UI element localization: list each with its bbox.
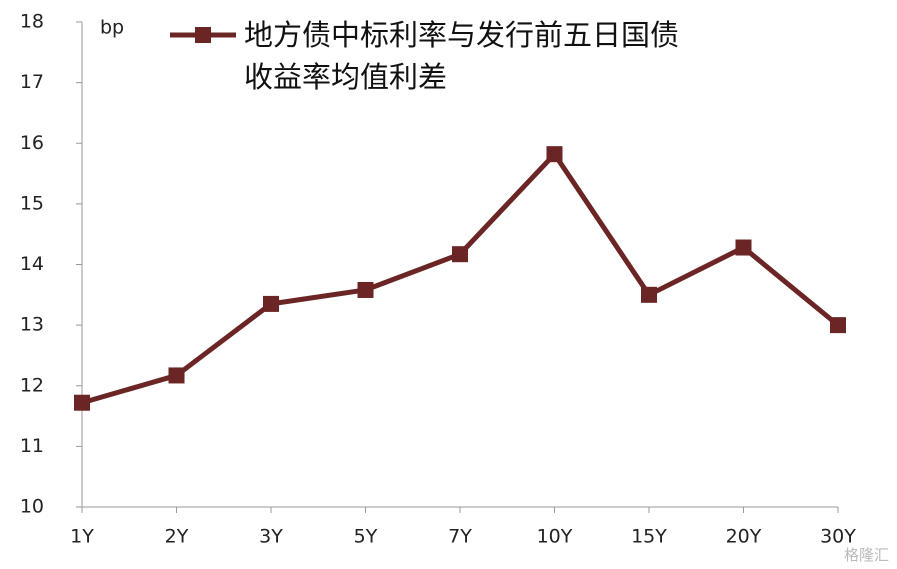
data-point	[357, 281, 374, 298]
y-tick-label: 16	[20, 132, 44, 154]
data-point	[74, 394, 90, 411]
legend-marker	[195, 27, 211, 43]
y-tick-label: 10	[20, 496, 44, 518]
y-tick-label: 17	[20, 71, 44, 93]
y-tick-label: 15	[20, 192, 44, 214]
y-tick-label: 11	[20, 435, 44, 457]
x-tick-label: 20Y	[726, 526, 762, 548]
y-unit: bp	[100, 17, 124, 39]
data-point	[263, 295, 279, 312]
x-tick-label: 30Y	[820, 526, 856, 548]
y-tick-label: 18	[20, 11, 44, 33]
x-tick-label: 10Y	[537, 526, 573, 548]
x-tick-label: 3Y	[259, 526, 283, 548]
data-point	[735, 239, 752, 256]
x-tick-label: 1Y	[70, 526, 94, 548]
y-tick-label: 12	[20, 374, 44, 396]
x-tick-label: 7Y	[448, 526, 472, 548]
y-tick-label: 14	[20, 253, 44, 275]
legend-label: 地方债中标利率与发行前五日国债收益率均值利差	[244, 18, 680, 94]
data-point	[830, 317, 846, 334]
data-point	[168, 367, 185, 384]
data-point	[546, 146, 563, 163]
watermark: 格隆汇	[843, 546, 889, 564]
x-tick-label: 5Y	[354, 526, 378, 548]
line-series	[81, 151, 840, 406]
x-tick-label: 15Y	[631, 526, 667, 548]
data-point	[452, 246, 468, 263]
x-tick-label: 2Y	[165, 526, 189, 548]
y-tick-label: 13	[20, 314, 44, 336]
data-point	[641, 286, 657, 303]
